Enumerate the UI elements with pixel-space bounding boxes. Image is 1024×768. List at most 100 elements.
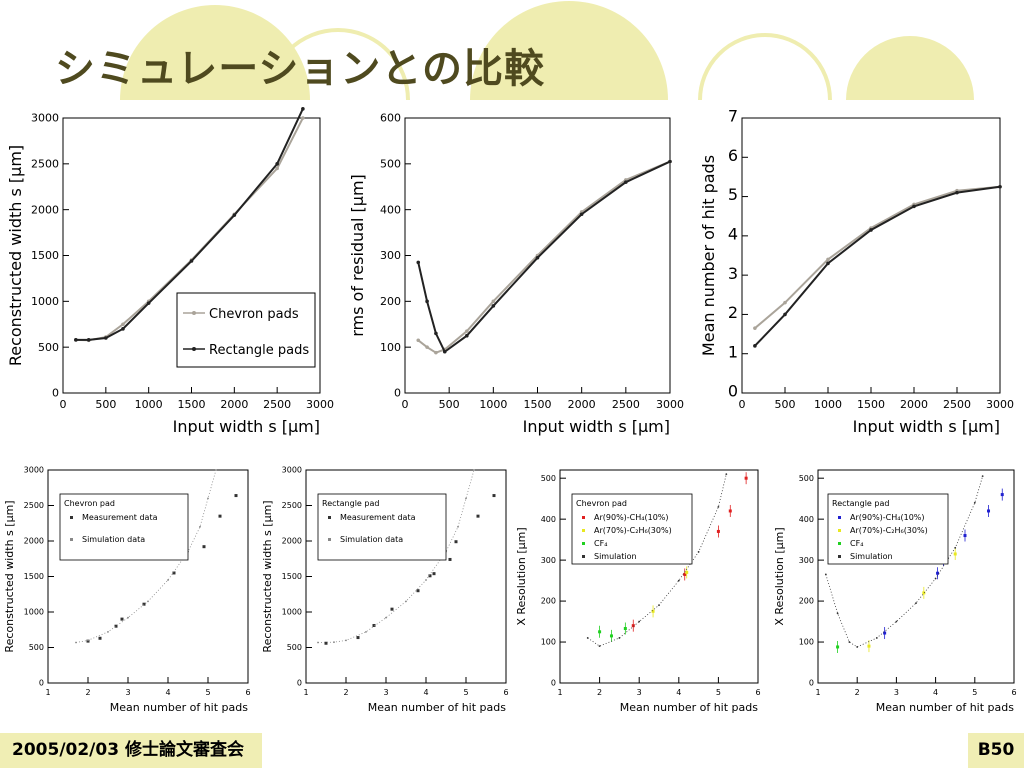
y-axis-label: Reconstructed width s [μm]	[261, 500, 274, 652]
y-tick-label: 1000	[282, 608, 302, 617]
sim-point	[473, 469, 475, 471]
data-point	[454, 540, 458, 544]
series-point	[753, 326, 757, 330]
legend-label: Simulation	[594, 552, 637, 561]
sim-point	[915, 602, 917, 605]
x-tick-label: 6	[245, 688, 250, 697]
series-point	[425, 345, 429, 349]
series-point	[425, 299, 429, 304]
series-point	[86, 338, 91, 342]
sim-point	[981, 475, 984, 478]
page-number: B50	[968, 733, 1024, 768]
series-point	[491, 299, 496, 304]
y-tick-label: 0	[297, 679, 302, 688]
y-tick-label: 100	[799, 638, 814, 647]
y-tick-label: 0	[394, 387, 401, 400]
x-tick-label: 0	[402, 398, 409, 411]
y-tick-label: 300	[541, 556, 556, 565]
y-tick-label: 0	[52, 387, 59, 400]
y-tick-label: 1000	[31, 295, 59, 308]
data-point	[120, 617, 124, 621]
y-axis-label: Mean number of hit pads	[699, 155, 718, 356]
series-point	[104, 336, 108, 340]
x-tick-label: 5	[716, 688, 721, 697]
x-tick-label: 6	[755, 688, 760, 697]
series-point	[826, 261, 830, 266]
legend-marker	[838, 529, 841, 532]
data-point	[448, 557, 452, 561]
legend-label: Ar(90%)-CH₄(10%)	[850, 513, 925, 522]
series-point	[275, 162, 279, 166]
x-tick-label: 1500	[857, 398, 885, 411]
sim-curve	[317, 469, 475, 643]
plot-area: 1 2 3 4 5 6 0 500 1000 1500 2000 2500 3000 Mean numbe…	[3, 466, 251, 714]
series-line	[417, 160, 671, 354]
series-point	[783, 312, 787, 317]
chart-residual-rms: 0 500 1000 1500 2000 2500 3000 0 100 200 300 400 500…	[348, 112, 684, 436]
x-tick-label: 1500	[524, 398, 552, 411]
x-tick-label: 1000	[814, 398, 842, 411]
y-tick-label: 500	[541, 474, 556, 483]
x-tick-label: 3	[894, 688, 899, 697]
y-tick-label: 0	[809, 679, 814, 688]
y-tick-label: 2500	[24, 501, 44, 510]
plot-area: 1 2 3 4 5 6 0 100 200 300 400 500 Mean number of hit…	[515, 469, 761, 714]
y-tick-label: 500	[287, 643, 302, 652]
legend-title: Rectangle pad	[832, 499, 889, 508]
x-tick-label: 3	[383, 688, 388, 697]
y-tick-label: 400	[541, 515, 556, 524]
legend-label: Simulation	[850, 552, 893, 561]
series-point	[912, 204, 916, 209]
legend-box	[59, 493, 189, 561]
x-tick-label: 4	[423, 688, 428, 697]
x-tick-label: 2500	[612, 398, 640, 411]
legend-marker	[838, 542, 841, 545]
data-point	[416, 589, 420, 593]
plot-area: 0 500 1000 1500 2000 2500 3000 0 500 1000 1500 2000…	[6, 107, 334, 436]
slide-title: シミュレーションとの比較	[55, 46, 545, 92]
x-tick-label: 3	[125, 688, 130, 697]
series-point	[275, 166, 279, 171]
legend-label: CF₄	[850, 539, 863, 548]
plot-area: 0 500 1000 1500 2000 2500 3000 0 1 2 3 4 5 6 7 Input wi…	[699, 107, 1014, 436]
data-point	[172, 571, 176, 575]
y-tick-label: 2000	[24, 537, 44, 546]
legend-marker	[582, 542, 585, 545]
legend-label: Measurement data	[82, 513, 158, 522]
plot-area: 0 500 1000 1500 2000 2500 3000 0 100 200 300 400 500…	[348, 112, 684, 436]
y-axis-label: X Resolution [μm]	[773, 527, 786, 625]
chart-chevron-width: 1 2 3 4 5 6 0 500 1000 1500 2000 2500 3000 Mean numbe…	[3, 466, 251, 714]
legend-label: Simulation data	[340, 535, 403, 544]
legend-label: Rectangle pads	[209, 343, 309, 358]
y-tick-label: 3	[728, 264, 738, 283]
plot-frame	[741, 117, 1001, 394]
series-point	[146, 301, 151, 305]
legend-box	[571, 493, 693, 565]
y-tick-label: 2	[728, 303, 738, 322]
legend-label: Simulation data	[82, 535, 145, 544]
legend-marker	[838, 555, 841, 558]
x-tick-label: 3000	[656, 398, 684, 411]
x-tick-label: 1	[45, 688, 50, 697]
x-tick-label: 500	[775, 398, 796, 411]
legend-marker	[582, 555, 585, 558]
y-tick-label: 2500	[282, 501, 302, 510]
series-point	[74, 338, 78, 342]
x-tick-label: 2	[855, 688, 860, 697]
y-axis-label: Reconstructed width s [μm]	[3, 500, 16, 652]
sim-point	[725, 473, 728, 475]
sim-point	[333, 641, 335, 644]
y-tick-label: 0	[39, 679, 44, 688]
y-tick-label: 100	[380, 341, 401, 354]
x-tick-label: 1000	[135, 398, 163, 411]
series-point	[416, 338, 421, 343]
data-point	[390, 607, 394, 611]
legend-title: Rectangle pad	[322, 499, 379, 508]
x-tick-label: 6	[503, 688, 508, 697]
y-tick-label: 500	[38, 341, 59, 354]
data-point	[114, 624, 118, 628]
x-tick-label: 1500	[178, 398, 206, 411]
series-point	[783, 300, 787, 305]
series-point	[301, 107, 305, 111]
series-point	[232, 213, 237, 217]
